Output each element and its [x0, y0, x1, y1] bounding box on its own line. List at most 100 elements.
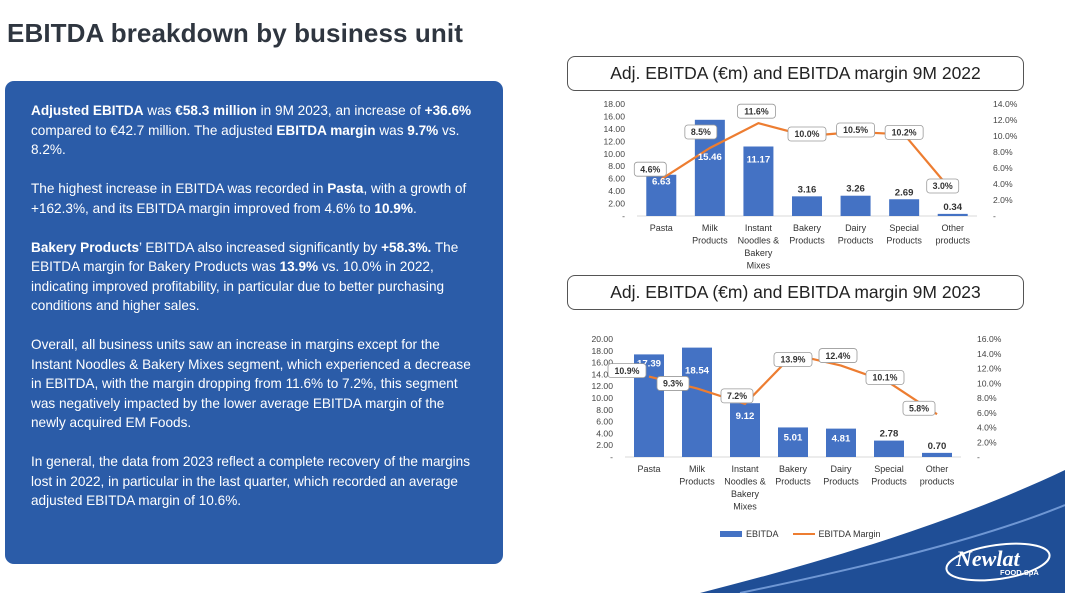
y-tick-label: -: [610, 452, 613, 462]
y2-tick-label: 14.0%: [993, 99, 1018, 109]
margin-value-label: 10.2%: [892, 128, 917, 138]
x-tick-label: Special: [874, 464, 904, 474]
text-run: .: [412, 200, 417, 216]
y-tick-label: 14.00: [603, 124, 625, 134]
y2-tick-label: 12.0%: [993, 115, 1018, 125]
y2-tick-label: 8.0%: [977, 393, 997, 403]
y-tick-label: 4.00: [596, 428, 613, 438]
margin-value-label: 10.1%: [873, 373, 898, 383]
margin-value-label: 10.5%: [843, 125, 868, 135]
text-run: In general, the data from 2023 reflect a…: [31, 454, 471, 508]
bar-ebitda: [922, 452, 952, 457]
y-tick-label: 16.00: [603, 111, 625, 121]
x-tick-label: Other: [941, 223, 964, 233]
margin-value-label: 10.0%: [795, 129, 820, 139]
margin-label-box: [607, 363, 647, 379]
bar-value-label: 3.26: [846, 184, 865, 195]
text-run: in 9M 2023, an increase of: [256, 103, 425, 118]
x-tick-label: Dairy: [845, 223, 867, 233]
y2-tick-label: 10.0%: [993, 131, 1018, 141]
margin-label-box: [720, 388, 754, 404]
text-run: The highest increase in EBITDA was recor…: [31, 181, 328, 196]
text-run: Bakery Products: [31, 239, 140, 255]
margin-value-label: 11.6%: [744, 106, 769, 116]
y-tick-label: 8.00: [596, 405, 613, 415]
margin-value-label: 5.8%: [909, 403, 929, 413]
bar-value-label: 18.54: [685, 366, 710, 377]
margin-value-label: 7.2%: [727, 391, 747, 401]
newlat-logo: Newlat FOOD SpA: [945, 542, 1051, 582]
text-run: The EBITDA margin for Bakery Products wa…: [31, 239, 459, 275]
y-tick-label: 6.00: [608, 174, 625, 184]
margin-label-box: [818, 348, 858, 363]
text-run: +36.6%: [424, 103, 472, 118]
chart-2022: - 2.00 4.00 6.00 8.00 10.00 12.00 14.00 16.00 18.…: [603, 99, 1018, 271]
x-tick-label: Instant: [731, 464, 759, 474]
y-tick-label: 10.00: [603, 149, 625, 159]
bar-value-label: 3.16: [798, 184, 817, 195]
y2-tick-label: 2.0%: [993, 195, 1013, 205]
y2-tick-label: 8.0%: [993, 147, 1013, 157]
margin-label-box: [773, 352, 813, 367]
x-tick-label: Bakery: [744, 248, 773, 258]
x-tick-label: Bakery: [779, 464, 808, 474]
bar-ebitda: [937, 213, 968, 216]
text-run: EBITDA margin: [276, 122, 376, 138]
y-tick-label: 4.00: [608, 186, 625, 196]
y2-tick-label: 6.0%: [977, 408, 997, 418]
text-run: 13.9%: [279, 259, 319, 274]
x-tick-label: Noodles &: [724, 477, 766, 487]
summary-paragraph-5: In general, the data from 2023 reflect a…: [31, 452, 479, 511]
x-tick-label: Pasta: [650, 223, 673, 233]
bar-value-label: 0.70: [928, 441, 947, 452]
y2-tick-label: 12.0%: [977, 364, 1002, 374]
x-tick-label: Products: [679, 477, 715, 487]
text-run: 10.9%: [374, 200, 413, 216]
y-tick-label: 6.00: [596, 417, 613, 427]
bar-ebitda: [792, 196, 822, 216]
chart-2023-title: Adj. EBITDA (€m) and EBITDA margin 9M 20…: [567, 275, 1024, 310]
y-tick-label: -: [622, 211, 625, 221]
margin-label-box: [884, 124, 924, 140]
bar-ebitda: [826, 428, 856, 457]
summary-paragraph-1: Adjusted EBITDA was €58.3 million in 9M …: [31, 101, 479, 160]
y2-tick-label: -: [977, 452, 980, 462]
margin-label-box: [684, 124, 718, 140]
legend-ebitda-swatch: [720, 531, 742, 537]
page-title: EBITDA breakdown by business unit: [7, 18, 463, 48]
text-run: vs. 10.0% in 2022, indicating improved p…: [31, 259, 445, 313]
text-run: was: [375, 122, 408, 138]
y2-tick-label: 4.0%: [993, 179, 1013, 189]
text-run: Pasta: [327, 181, 364, 196]
y-tick-label: 12.00: [591, 381, 613, 391]
margin-label-box: [902, 400, 936, 416]
y2-tick-label: 10.0%: [977, 378, 1002, 388]
x-tick-label: Milk: [702, 223, 718, 233]
x-tick-label: Bakery: [731, 489, 760, 499]
x-tick-label: Pasta: [637, 464, 660, 474]
margin-value-label: 3.0%: [933, 181, 953, 191]
bar-ebitda: [778, 427, 808, 457]
summary-paragraph-4: Overall, all business units saw an incre…: [31, 335, 479, 433]
bar-value-label: 11.17: [747, 154, 770, 165]
bar-ebitda: [682, 347, 712, 457]
logo-name: Newlat: [955, 546, 1020, 571]
text-run: €58.3 million: [175, 103, 257, 118]
bar-value-label: 2.69: [895, 187, 914, 198]
margin-label-box: [865, 370, 905, 385]
margin-label-box: [633, 161, 667, 177]
logo-sub: FOOD SpA: [1000, 568, 1039, 577]
y-tick-label: 16.00: [591, 358, 613, 368]
x-tick-label: Products: [823, 477, 859, 487]
margin-value-label: 8.5%: [691, 127, 711, 137]
y2-tick-label: -: [993, 211, 996, 221]
x-tick-label: products: [935, 236, 970, 246]
text-run: Adjusted EBITDA: [31, 103, 144, 118]
bar-value-label: 9.12: [736, 411, 755, 422]
x-tick-label: Bakery: [793, 223, 822, 233]
margin-label-box: [926, 178, 960, 194]
y-tick-label: 8.00: [608, 161, 625, 171]
x-tick-label: products: [920, 477, 955, 487]
